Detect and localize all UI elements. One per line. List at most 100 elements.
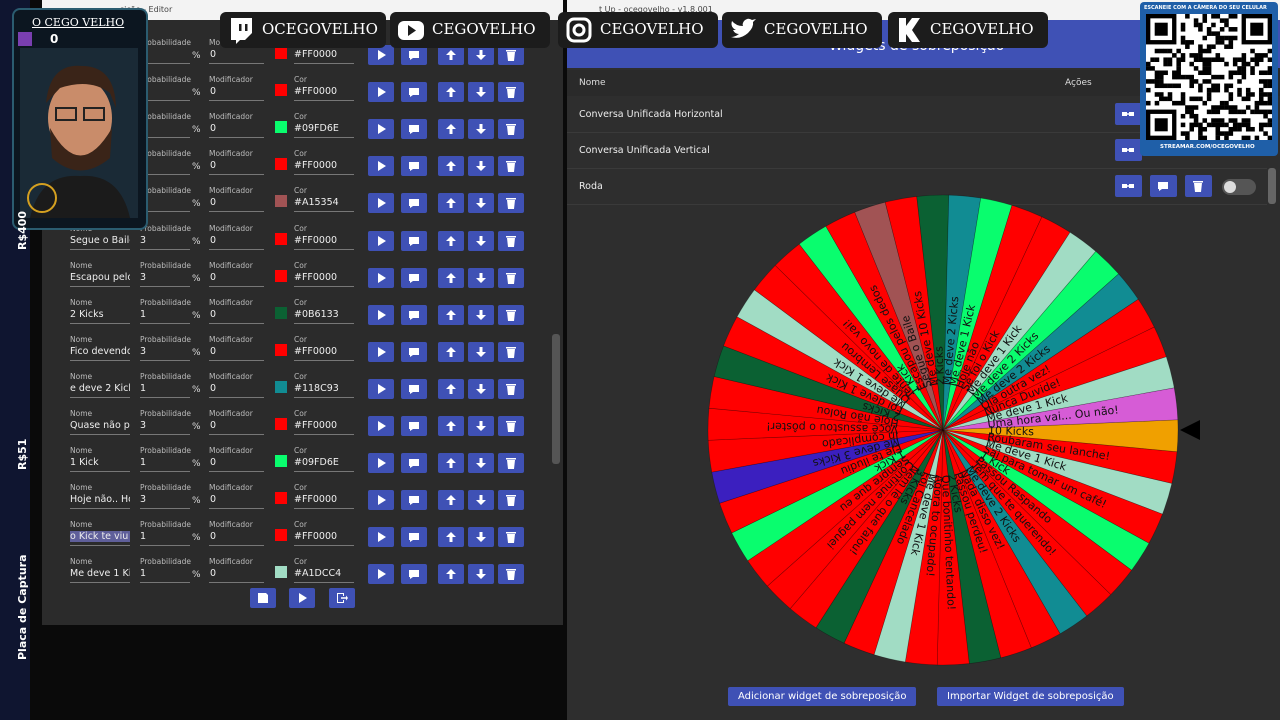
edit-button[interactable] [401,453,427,474]
modifier-field[interactable]: 0 [210,420,217,431]
play-button[interactable] [368,564,394,585]
probability-field[interactable]: 1 [140,457,147,469]
up-button[interactable] [438,45,464,65]
color-field[interactable]: #FF0000 [294,49,338,60]
up-button[interactable] [438,564,464,585]
color-field[interactable]: #A15354 [294,197,339,209]
color-field[interactable]: #09FD6E [294,123,339,135]
modifier-field[interactable]: 0 [210,345,217,357]
color-field[interactable]: #FF0000 [294,234,338,246]
edit-button[interactable] [401,193,427,214]
edit-button[interactable] [401,119,427,140]
name-field[interactable]: Quase não pa [70,420,130,431]
name-field[interactable]: 1 Kick [70,457,99,469]
probability-field[interactable]: 3 [140,494,147,506]
edit-button[interactable] [401,45,427,65]
del-button[interactable] [498,156,524,177]
social-handle[interactable]: CEGOVELHO [600,20,704,38]
social-handle[interactable]: CEGOVELHO [930,20,1034,38]
modifier-field[interactable]: 0 [210,234,217,246]
del-button[interactable] [498,267,524,288]
social-handle[interactable]: CEGOVELHO [432,20,536,38]
play-button[interactable] [368,527,394,548]
del-button[interactable] [498,527,524,548]
bottom-button[interactable]: Importar Widget de sobreposição [937,687,1124,706]
down-button[interactable] [468,453,494,474]
up-button[interactable] [438,267,464,288]
down-button[interactable] [468,193,494,214]
up-button[interactable] [438,527,464,548]
del-button[interactable] [498,416,524,436]
del-button[interactable] [1185,175,1212,197]
play-button[interactable] [368,378,394,399]
name-field[interactable]: e deve 2 Kicks [70,382,130,394]
social-handle[interactable]: OCEGOVELHO [262,20,378,38]
play-button[interactable] [368,82,394,103]
del-button[interactable] [498,490,524,511]
link-button[interactable] [1115,175,1142,197]
toggle[interactable] [1222,179,1256,195]
name-field[interactable]: 2 Kicks [70,308,104,320]
name-field[interactable]: Me deve 1 Kic [70,568,130,580]
up-button[interactable] [438,230,464,251]
probability-field[interactable]: 3 [140,234,147,246]
del-button[interactable] [498,230,524,251]
play-button[interactable] [368,230,394,251]
play-button[interactable] [368,304,394,325]
down-button[interactable] [468,527,494,548]
modifier-field[interactable]: 0 [210,86,217,98]
probability-field[interactable]: 1 [140,382,147,394]
modifier-field[interactable]: 0 [210,308,217,320]
color-field[interactable]: #A1DCC4 [294,568,342,580]
del-button[interactable] [498,45,524,65]
name-field[interactable]: Fico devendo [70,345,130,357]
edit-button[interactable] [401,378,427,399]
up-button[interactable] [438,453,464,474]
color-field[interactable]: #FF0000 [294,86,338,98]
down-button[interactable] [468,230,494,251]
edit-button[interactable] [1150,175,1177,197]
modifier-field[interactable]: 0 [210,531,217,543]
play-button[interactable] [368,267,394,288]
edit-button[interactable] [401,82,427,103]
color-field[interactable]: #FF0000 [294,271,338,283]
del-button[interactable] [498,564,524,585]
play-button[interactable] [289,588,315,608]
down-button[interactable] [468,82,494,103]
modifier-field[interactable]: 0 [210,457,217,469]
play-button[interactable] [368,156,394,177]
modifier-field[interactable]: 0 [210,123,217,135]
up-button[interactable] [438,304,464,325]
color-field[interactable]: #FF0000 [294,494,338,506]
name-field[interactable]: Segue o Baile [70,234,130,246]
modifier-field[interactable]: 0 [210,494,217,506]
color-field[interactable]: #FF0000 [294,160,338,172]
del-button[interactable] [498,341,524,362]
up-button[interactable] [438,341,464,362]
probability-field[interactable]: 3 [140,420,147,431]
name-field[interactable]: Escapou pelos [70,271,130,283]
probability-field[interactable]: 1 [140,568,147,580]
save-button[interactable] [250,588,276,608]
edit-button[interactable] [401,490,427,511]
modifier-field[interactable]: 0 [210,197,217,209]
probability-field[interactable]: 1 [140,531,147,543]
down-button[interactable] [468,490,494,511]
del-button[interactable] [498,193,524,214]
color-field[interactable]: #0B6133 [294,308,339,320]
edit-button[interactable] [401,564,427,585]
edit-button[interactable] [401,341,427,362]
edit-button[interactable] [401,156,427,177]
up-button[interactable] [438,193,464,214]
down-button[interactable] [468,119,494,140]
down-button[interactable] [468,341,494,362]
up-button[interactable] [438,416,464,436]
down-button[interactable] [468,156,494,177]
up-button[interactable] [438,490,464,511]
del-button[interactable] [498,82,524,103]
up-button[interactable] [438,378,464,399]
modifier-field[interactable]: 0 [210,382,217,394]
probability-field[interactable]: 3 [140,271,147,283]
down-button[interactable] [468,416,494,436]
del-button[interactable] [498,304,524,325]
